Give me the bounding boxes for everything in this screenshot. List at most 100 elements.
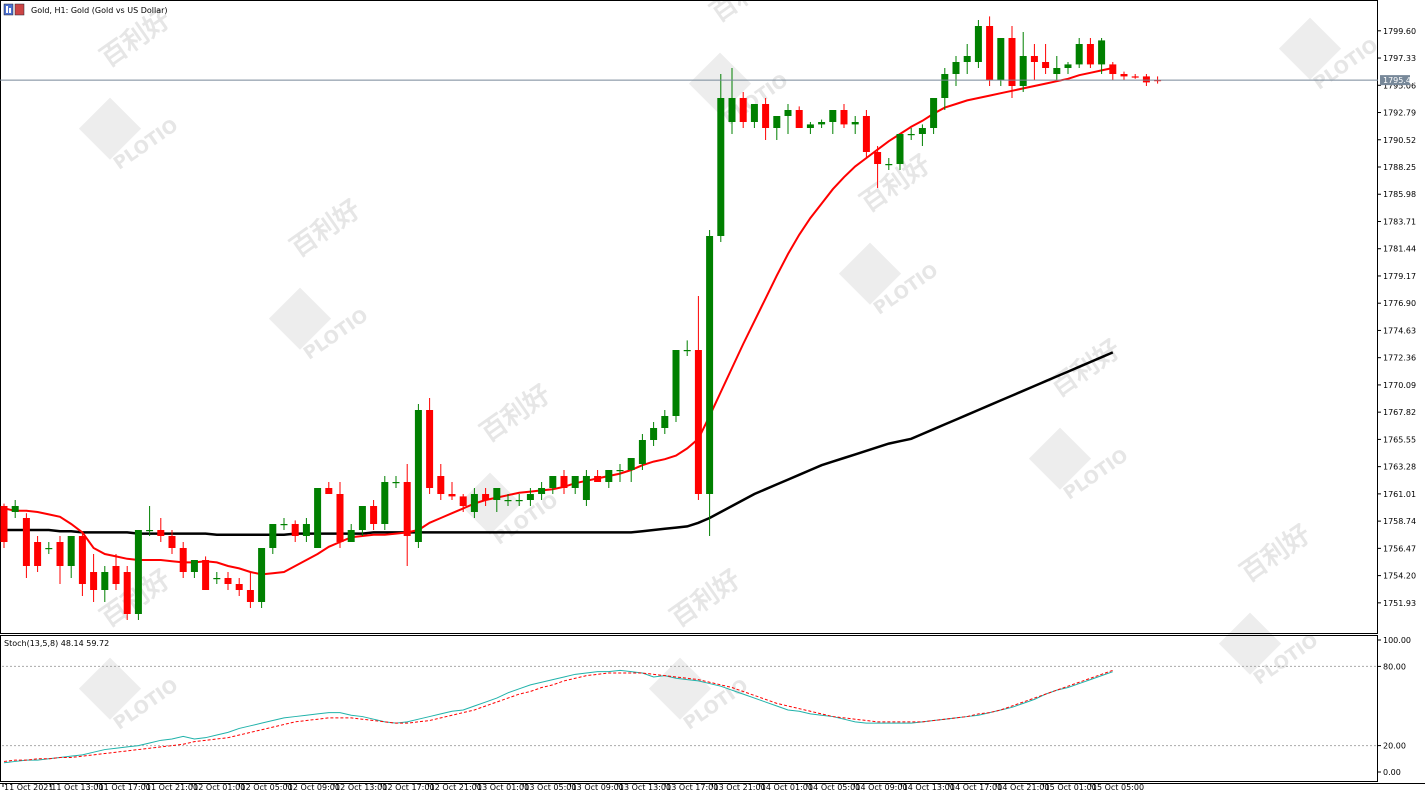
chart-type-icon-bar2 xyxy=(9,8,11,13)
candle-body xyxy=(202,560,210,590)
candle-body xyxy=(157,530,165,536)
candle xyxy=(470,488,478,518)
candle-body xyxy=(616,470,624,472)
candle-body xyxy=(829,110,837,122)
candle xyxy=(706,230,714,536)
candle-body xyxy=(414,410,422,542)
candle-body xyxy=(728,98,736,122)
candle xyxy=(862,110,870,158)
candle-body xyxy=(123,572,131,614)
chart-title: Gold, H1: Gold (Gold vs US Dollar) xyxy=(31,6,168,15)
chart-header: Gold, H1: Gold (Gold vs US Dollar) xyxy=(3,3,168,16)
candle xyxy=(806,122,814,134)
time-tick-label: 12 Oct 01:00 xyxy=(193,783,245,792)
candle xyxy=(22,513,30,578)
candle xyxy=(773,116,781,140)
price-tick-label: 1792.79 xyxy=(1383,109,1416,118)
candle xyxy=(1131,74,1139,79)
candle xyxy=(549,476,557,494)
candle-body xyxy=(101,572,109,590)
candle-body xyxy=(358,506,366,530)
candle xyxy=(1030,44,1038,80)
time-tick-label: 14 Oct 13:00 xyxy=(903,783,955,792)
candle-body xyxy=(560,476,568,488)
candle xyxy=(1098,38,1106,74)
candle xyxy=(986,16,994,86)
candle xyxy=(997,38,1005,86)
time-tick-label: 13 Oct 17:00 xyxy=(666,783,718,792)
candle xyxy=(638,434,646,470)
candle-body xyxy=(482,494,490,500)
watermark-chinese: 百利好 xyxy=(1235,519,1316,588)
grid xyxy=(2,665,1377,747)
candle xyxy=(280,518,288,530)
time-tick-label: 13 Oct 13:00 xyxy=(619,783,671,792)
candle xyxy=(907,128,915,140)
time-tick-label: 12 Oct 21:00 xyxy=(430,783,482,792)
candle-body xyxy=(168,536,176,548)
candle xyxy=(269,524,277,554)
candle xyxy=(1064,62,1072,74)
candle-body xyxy=(246,590,254,602)
candle-body xyxy=(594,476,602,482)
candle xyxy=(101,566,109,602)
candle-body xyxy=(45,548,53,550)
candle-body xyxy=(22,518,30,566)
price-tick-label: 1763.28 xyxy=(1383,463,1416,472)
time-tick-label: 14 Oct 21:00 xyxy=(997,783,1049,792)
stoch-signal-line xyxy=(3,669,1113,762)
candle-body xyxy=(963,56,971,62)
candle xyxy=(157,518,165,542)
candle xyxy=(829,110,837,134)
candle-body xyxy=(1030,56,1038,62)
candle xyxy=(504,494,512,506)
candle xyxy=(1053,56,1061,80)
candle xyxy=(202,556,210,590)
candle-body xyxy=(314,488,322,548)
watermark-chinese: 百利好 xyxy=(285,194,366,263)
candle xyxy=(358,506,366,536)
time-tick-label: 13 Oct 09:00 xyxy=(572,783,624,792)
candle-body xyxy=(784,110,792,116)
candle-body xyxy=(1042,62,1050,68)
price-tick-label: 1790.52 xyxy=(1383,136,1416,145)
price-tick-label: 1776.90 xyxy=(1383,299,1416,308)
time-tick-label: 14 Oct 17:00 xyxy=(950,783,1002,792)
candle-body xyxy=(1064,64,1072,68)
candle-body xyxy=(717,98,725,236)
candle-body xyxy=(1086,44,1094,65)
candle-body xyxy=(582,476,590,500)
candle-body xyxy=(459,496,467,506)
indicator-frame xyxy=(0,635,1378,782)
stoch-tick-label: 0.00 xyxy=(1383,768,1401,777)
price-tick-label: 1779.17 xyxy=(1383,272,1416,281)
candle xyxy=(179,542,187,578)
candle xyxy=(403,464,411,566)
candle xyxy=(930,98,938,134)
watermark-chinese: 百利好 xyxy=(705,0,786,29)
candle-body xyxy=(56,542,64,566)
candle-body xyxy=(437,476,445,494)
candle xyxy=(112,554,120,590)
candle xyxy=(426,398,434,494)
stoch-tick-label: 100.00 xyxy=(1383,636,1411,645)
candle xyxy=(728,68,736,134)
candle xyxy=(1086,38,1094,68)
candle xyxy=(336,482,344,548)
candle-body xyxy=(302,524,310,536)
candle-body xyxy=(78,536,86,584)
current-price-tag xyxy=(1380,75,1410,86)
candle xyxy=(885,158,893,170)
candle xyxy=(627,458,635,482)
candle xyxy=(448,482,456,500)
candle xyxy=(258,548,266,608)
candle-body xyxy=(661,416,669,428)
candle-body xyxy=(862,116,870,152)
